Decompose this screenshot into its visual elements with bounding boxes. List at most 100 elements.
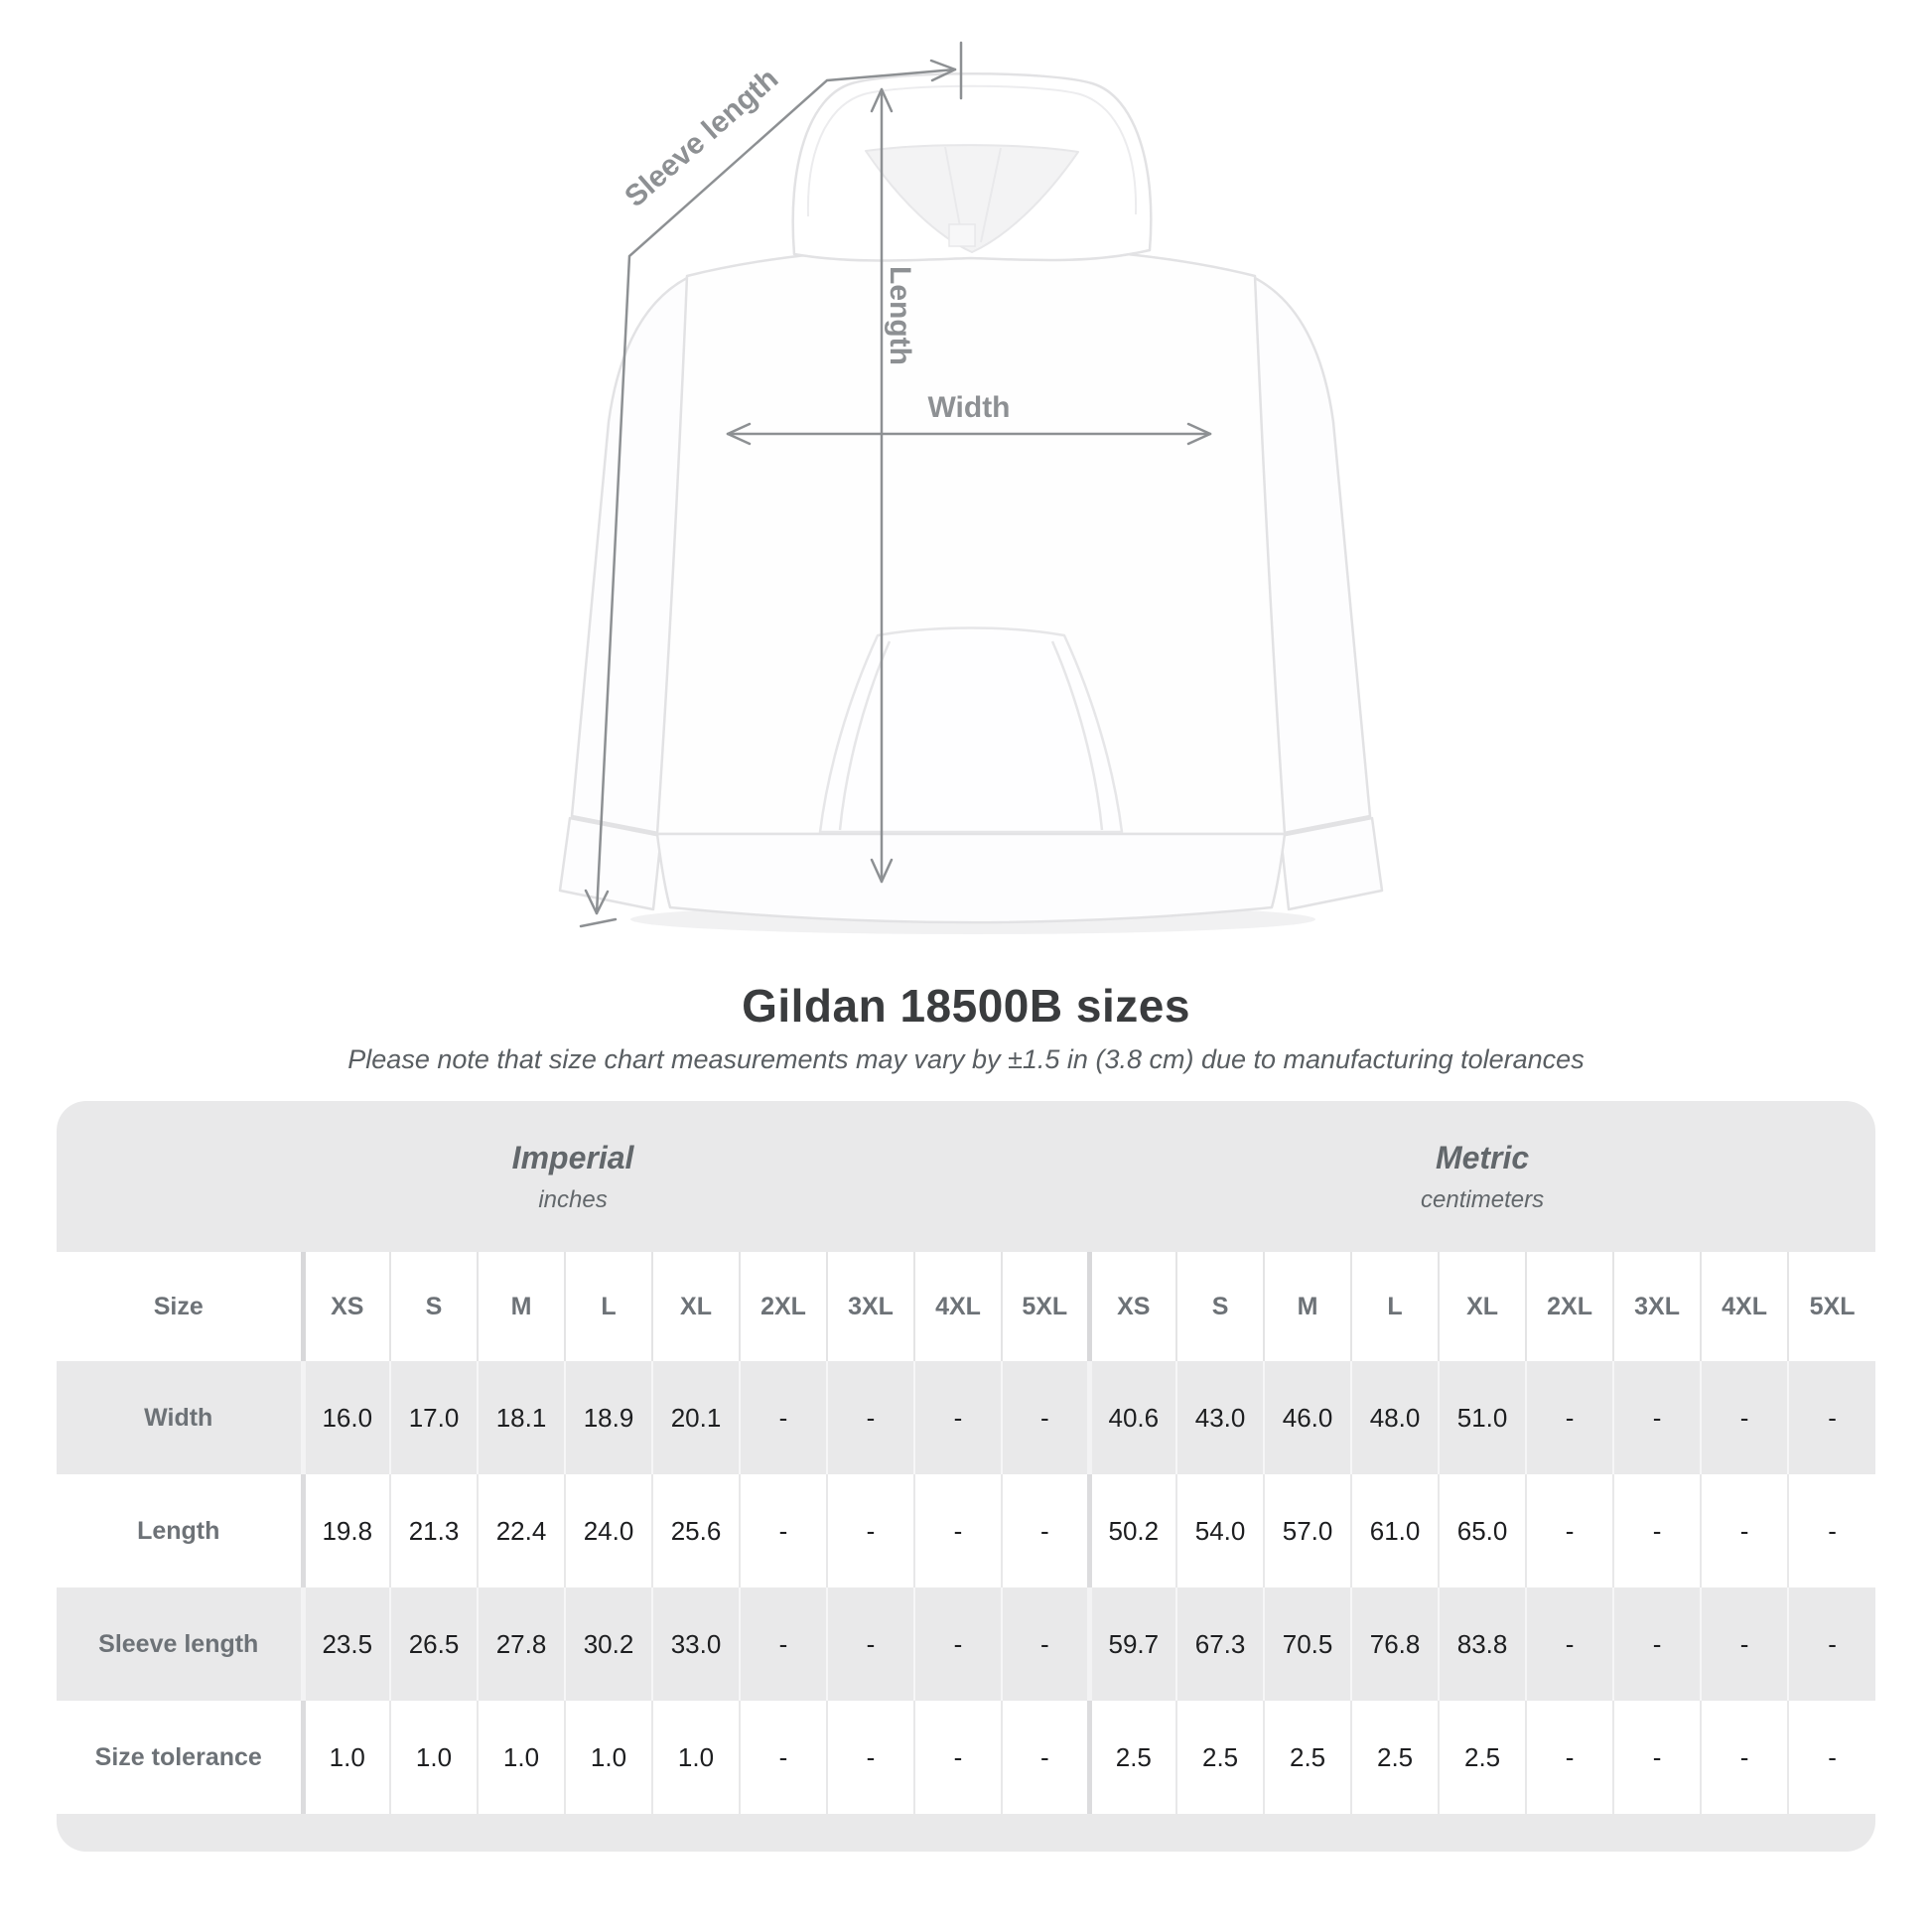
table-cell: 2.5 (1350, 1701, 1440, 1814)
table-cell: 2.5 (1175, 1701, 1265, 1814)
table-cell: 76.8 (1350, 1587, 1440, 1701)
sleeve-length-arrow (579, 41, 963, 928)
table-cell: - (1525, 1361, 1614, 1474)
hoodie-left-cuff (558, 816, 663, 911)
table-cell: 46.0 (1263, 1361, 1352, 1474)
table-cell: - (1612, 1474, 1702, 1587)
table-cell: - (1787, 1701, 1875, 1814)
unit-band-row: Imperial inches Metric centimeters (57, 1101, 1875, 1252)
table-cell: - (826, 1474, 914, 1587)
hoodie-pocket (818, 626, 1124, 834)
hoodie-measurement-diagram: Sleeve length Length Width (0, 0, 1932, 945)
hoodie-hood-lining-seam-right (980, 147, 1002, 243)
length-arrow (870, 87, 894, 884)
table-cell: 51.0 (1438, 1361, 1527, 1474)
table-cell: - (1700, 1701, 1789, 1814)
column-header-imperial-4xl: 4XL (913, 1252, 1002, 1361)
column-header-imperial-m: M (477, 1252, 565, 1361)
table-cell: 57.0 (1263, 1474, 1352, 1587)
table-cell: 50.2 (1086, 1474, 1177, 1587)
table-cell: - (913, 1587, 1002, 1701)
table-cell: 18.9 (564, 1361, 652, 1474)
row-label-size-tolerance: Size tolerance (57, 1701, 303, 1814)
table-cell: 25.6 (651, 1474, 740, 1587)
table-cell: 19.8 (300, 1474, 390, 1587)
table-cell: 40.6 (1086, 1361, 1177, 1474)
metric-section-unit: centimeters (1421, 1185, 1545, 1213)
column-header-imperial-5xl: 5XL (1000, 1252, 1090, 1361)
size-chart-table-container: Imperial inches Metric centimeters Size … (57, 1101, 1875, 1852)
table-cell: 1.0 (300, 1701, 390, 1814)
table-cell: - (913, 1701, 1002, 1814)
table-cell: 1.0 (477, 1701, 565, 1814)
table-cell: - (1700, 1587, 1789, 1701)
table-cell: 1.0 (389, 1701, 478, 1814)
table-cell: 26.5 (389, 1587, 478, 1701)
table-cell: - (1000, 1587, 1090, 1701)
table-cell: 24.0 (564, 1474, 652, 1587)
table-cell: 23.5 (300, 1587, 390, 1701)
column-header-metric-xs: XS (1086, 1252, 1177, 1361)
imperial-section-header: Imperial inches (57, 1101, 1089, 1252)
column-header-imperial-l: L (564, 1252, 652, 1361)
table-cell: - (1000, 1474, 1090, 1587)
table-cell: 61.0 (1350, 1474, 1440, 1587)
imperial-section-name: Imperial (511, 1139, 634, 1175)
table-cell: - (739, 1361, 827, 1474)
page-subtitle: Please note that size chart measurements… (347, 1044, 1585, 1074)
table-cell: - (913, 1361, 1002, 1474)
size-chart-table: Imperial inches Metric centimeters Size … (57, 1101, 1875, 1814)
table-cell: - (1612, 1701, 1702, 1814)
table-cell: - (826, 1361, 914, 1474)
column-header-metric-l: L (1350, 1252, 1440, 1361)
table-cell: 17.0 (389, 1361, 478, 1474)
page-title: Gildan 18500B sizes (742, 980, 1190, 1032)
hoodie-hem-band (655, 832, 1287, 924)
table-cell: 70.5 (1263, 1587, 1352, 1701)
table-row-width: Width 16.0 17.0 18.1 18.9 20.1 - - - - 4… (57, 1361, 1875, 1474)
table-cell: - (1000, 1701, 1090, 1814)
table-cell: - (1787, 1474, 1875, 1587)
column-header-imperial-3xl: 3XL (826, 1252, 914, 1361)
metric-section-name: Metric (1435, 1139, 1530, 1175)
table-cell: - (739, 1587, 827, 1701)
table-cell: - (1525, 1474, 1614, 1587)
column-header-imperial-xs: XS (300, 1252, 390, 1361)
width-label: Width (927, 391, 1010, 424)
column-header-metric-3xl: 3XL (1612, 1252, 1702, 1361)
column-header-metric-2xl: 2XL (1525, 1252, 1614, 1361)
table-cell: 21.3 (389, 1474, 478, 1587)
table-row-size-tolerance: Size tolerance 1.0 1.0 1.0 1.0 1.0 - - -… (57, 1701, 1875, 1814)
table-cell: 22.4 (477, 1474, 565, 1587)
table-cell: 67.3 (1175, 1587, 1265, 1701)
width-arrow (726, 422, 1212, 446)
row-label-sleeve-length: Sleeve length (57, 1587, 303, 1701)
table-cell: - (739, 1474, 827, 1587)
imperial-section-unit: inches (538, 1185, 608, 1213)
table-cell: 48.0 (1350, 1361, 1440, 1474)
table-cell: - (1525, 1587, 1614, 1701)
table-cell: - (1525, 1701, 1614, 1814)
table-cell: - (826, 1587, 914, 1701)
table-cell: 30.2 (564, 1587, 652, 1701)
table-row-length: Length 19.8 21.3 22.4 24.0 25.6 - - - - … (57, 1474, 1875, 1587)
column-header-metric-s: S (1175, 1252, 1265, 1361)
size-header-row: Size XS S M L XL 2XL 3XL 4XL 5XL XS S M … (57, 1252, 1875, 1361)
table-cell: 18.1 (477, 1361, 565, 1474)
table-cell: 65.0 (1438, 1474, 1527, 1587)
table-cell: - (1000, 1361, 1090, 1474)
table-cell: 33.0 (651, 1587, 740, 1701)
table-cell: 2.5 (1438, 1701, 1527, 1814)
table-cell: - (913, 1474, 1002, 1587)
table-row-sleeve-length: Sleeve length 23.5 26.5 27.8 30.2 33.0 -… (57, 1587, 1875, 1701)
row-label-width: Width (57, 1361, 303, 1474)
table-cell: - (1612, 1361, 1702, 1474)
table-cell: 27.8 (477, 1587, 565, 1701)
table-cell: - (1700, 1474, 1789, 1587)
size-column-header: Size (57, 1252, 303, 1361)
column-header-metric-xl: XL (1438, 1252, 1527, 1361)
table-cell: 59.7 (1086, 1587, 1177, 1701)
hoodie-hood-lining (865, 144, 1079, 253)
hoodie-pocket-right-seam (1050, 640, 1104, 831)
column-header-imperial-xl: XL (651, 1252, 740, 1361)
